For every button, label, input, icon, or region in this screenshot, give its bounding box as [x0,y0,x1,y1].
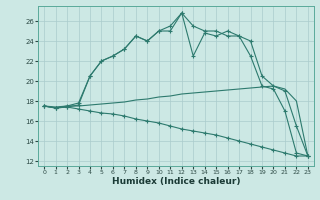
X-axis label: Humidex (Indice chaleur): Humidex (Indice chaleur) [112,177,240,186]
